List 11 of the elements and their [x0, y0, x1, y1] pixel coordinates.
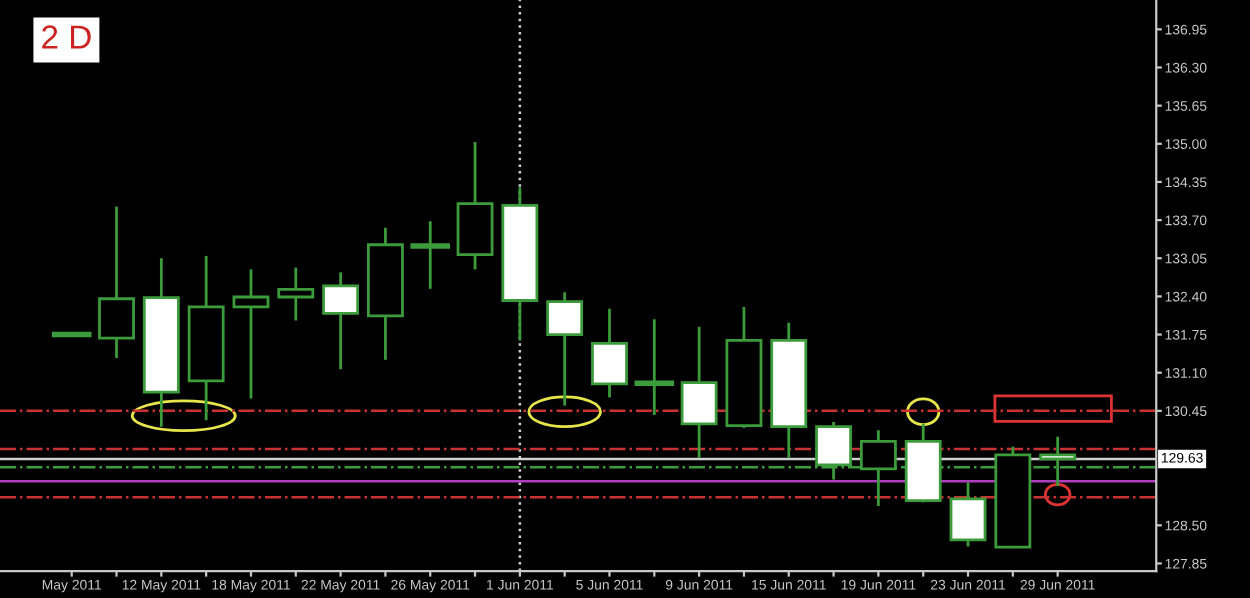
text: 2 D — [42, 25, 91, 49]
candlestick — [277, 266, 315, 322]
candlestick — [546, 290, 584, 407]
candlestick — [322, 270, 360, 371]
candlestick — [232, 268, 270, 400]
candlestick — [949, 481, 987, 548]
candlestick — [634, 317, 675, 417]
candlestick — [591, 307, 628, 399]
candlestick — [680, 325, 718, 460]
candlestick — [410, 219, 451, 291]
candlestick — [98, 205, 135, 360]
